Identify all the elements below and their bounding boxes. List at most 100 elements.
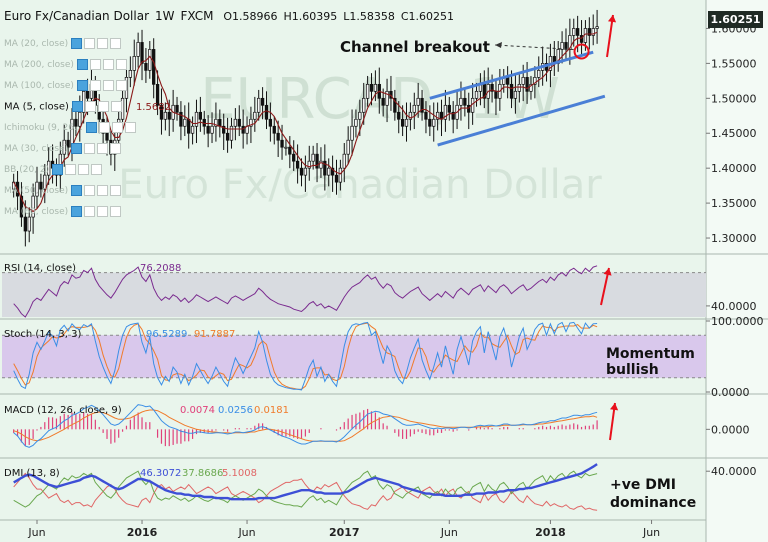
indicator-legend-row[interactable]: MA (30, close): [4, 143, 122, 154]
candle-body: [338, 167, 343, 183]
indicator-legend-label: MA (200, close): [4, 60, 74, 70]
gear-icon[interactable]: [78, 164, 90, 175]
eye-icon[interactable]: [76, 59, 88, 70]
candle-body: [292, 153, 296, 162]
gear-icon[interactable]: [111, 122, 123, 133]
candle-body: [369, 83, 374, 92]
candle-body: [183, 118, 187, 127]
settings-icon[interactable]: [84, 143, 96, 154]
candle-body: [428, 118, 432, 127]
settings-icon[interactable]: [84, 185, 96, 196]
indicator-legend-row[interactable]: BB (20, 2): [4, 164, 103, 175]
stoch-ytick-label: 0.0000: [711, 386, 750, 399]
gear-icon[interactable]: [97, 38, 109, 49]
candle-body: [210, 125, 214, 134]
gear-icon[interactable]: [97, 206, 109, 217]
settings-icon[interactable]: [84, 101, 96, 112]
candle-body: [225, 132, 230, 141]
open-value: O1.58966: [223, 10, 278, 23]
candle-body: [229, 125, 234, 141]
candle-body: [198, 111, 203, 120]
close-icon[interactable]: [110, 38, 122, 49]
candle-body: [533, 77, 537, 85]
candle-body: [284, 146, 288, 149]
eye-icon[interactable]: [76, 80, 88, 91]
candle-body: [564, 42, 568, 50]
settings-icon[interactable]: [89, 80, 101, 91]
candle-body: [288, 146, 292, 155]
eye-icon[interactable]: [71, 38, 83, 49]
indicator-legend-row[interactable]: MA (50, close): [4, 185, 122, 196]
candle-body: [136, 42, 140, 57]
close-icon[interactable]: [110, 143, 122, 154]
indicator-legend-label: MA (20, close): [4, 39, 69, 49]
candle-body: [241, 125, 245, 134]
gear-icon[interactable]: [97, 185, 109, 196]
candle-body: [447, 104, 451, 113]
indicator-legend-row[interactable]: Ichimoku (9, 26...: [4, 122, 136, 133]
candle-body: [152, 49, 156, 85]
close-icon[interactable]: [124, 122, 136, 133]
candle-body: [35, 181, 39, 197]
candle-body: [513, 90, 518, 99]
close-icon[interactable]: [115, 80, 127, 91]
rsi-up-arrow-head: [603, 268, 612, 276]
pointer-arrowhead: [495, 42, 502, 48]
price-axis-background: [706, 0, 768, 542]
eye-icon[interactable]: [71, 185, 83, 196]
chart-header: Euro Fx/Canadian Dollar 1W FXCM O1.58966 H1…: [4, 9, 460, 23]
price-ytick-label: 1.45000: [711, 127, 757, 140]
indicator-legend-row[interactable]: MA (20, close): [4, 38, 122, 49]
macd-signal-line: [13, 409, 598, 442]
indicator-legend-label: Ichimoku (9, 26...: [4, 123, 83, 133]
indicator-legend-label: MA (50, close): [4, 186, 69, 196]
gear-icon[interactable]: [102, 80, 114, 91]
candle-body: [420, 97, 424, 113]
stoch-k-value: 96.5289: [146, 329, 187, 340]
eye-icon[interactable]: [85, 122, 97, 133]
indicator-legend-row[interactable]: MA (5, close) 1.5682: [4, 101, 171, 113]
candle-body: [218, 118, 222, 127]
eye-icon[interactable]: [71, 101, 83, 112]
high-value: H1.60395: [283, 10, 338, 23]
di-plus-value: 37.8686: [182, 468, 223, 479]
candle-body: [560, 42, 564, 50]
settings-icon[interactable]: [98, 122, 110, 133]
settings-icon[interactable]: [84, 206, 96, 217]
xtick-label: 2016: [127, 526, 158, 539]
close-icon[interactable]: [91, 164, 103, 175]
settings-icon[interactable]: [84, 38, 96, 49]
candle-body: [299, 167, 304, 176]
candle-body: [404, 118, 409, 127]
eye-icon[interactable]: [71, 143, 83, 154]
candle-body: [144, 63, 148, 71]
candle-body: [155, 83, 160, 106]
candle-body: [490, 83, 494, 92]
candle-body: [350, 125, 354, 141]
candle-body: [249, 118, 253, 127]
data-source: FXCM: [180, 9, 214, 23]
indicator-legend-label: MA (100, close): [4, 81, 74, 91]
eye-icon[interactable]: [52, 164, 64, 175]
candle-body: [159, 104, 164, 120]
close-icon[interactable]: [110, 101, 122, 112]
gear-icon[interactable]: [97, 143, 109, 154]
indicator-legend-row[interactable]: MA (60, close): [4, 206, 122, 217]
close-icon[interactable]: [110, 206, 122, 217]
candle-body: [222, 125, 226, 134]
macd-up-arrow-head: [609, 403, 619, 411]
candle-body: [365, 83, 370, 99]
close-icon[interactable]: [110, 185, 122, 196]
settings-icon[interactable]: [89, 59, 101, 70]
indicator-legend-row[interactable]: MA (200, close): [4, 59, 127, 70]
indicator-legend-row[interactable]: MA (100, close): [4, 80, 127, 91]
candle-body: [342, 153, 346, 169]
gear-icon[interactable]: [97, 101, 109, 112]
candle-body: [19, 195, 24, 218]
settings-icon[interactable]: [65, 164, 77, 175]
close-icon[interactable]: [115, 59, 127, 70]
macd-line: [13, 404, 598, 448]
eye-icon[interactable]: [71, 206, 83, 217]
gear-icon[interactable]: [102, 59, 114, 70]
